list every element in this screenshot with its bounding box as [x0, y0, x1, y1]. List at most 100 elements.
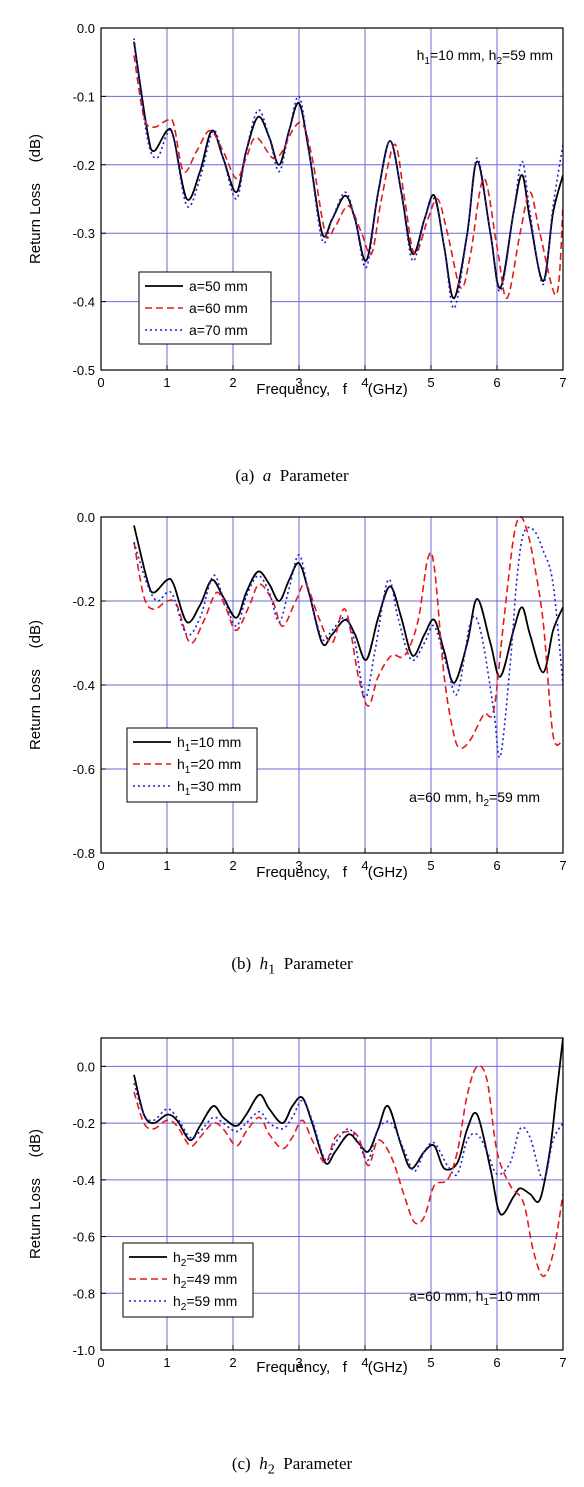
text-part: =59 mm: [186, 1293, 237, 1309]
x-tick-label: 1: [163, 858, 170, 873]
x-axis-label: Frequency, f (GHz): [256, 381, 407, 398]
y-tick-label: -0.6: [73, 1230, 95, 1245]
subscript: 1: [185, 787, 191, 798]
x-tick-label: 5: [427, 858, 434, 873]
text-part: a=60 mm: [189, 300, 248, 316]
subscript: 2: [483, 798, 489, 809]
x-tick-label: 0: [97, 1355, 104, 1370]
series-line-2: [133, 38, 563, 310]
y-tick-label: -0.8: [73, 846, 95, 861]
y-axis-label: Return Loss (dB): [27, 620, 44, 750]
legend-label: h1=30 mm: [177, 778, 241, 798]
x-tick-label: 1: [163, 375, 170, 390]
subscript: 1: [185, 743, 191, 754]
legend-box: [126, 727, 258, 803]
text-part: =30 mm: [190, 778, 241, 794]
x-axis-label: Frequency, f (GHz): [256, 1359, 407, 1376]
caption-prefix: (a): [235, 466, 255, 485]
plot-frame: [100, 1037, 564, 1351]
legend-box: [122, 1242, 254, 1318]
subscript: 2: [181, 1302, 187, 1313]
text-part: a=60 mm, h: [409, 789, 483, 805]
text-part: =10 mm: [489, 1288, 540, 1304]
parameter-annotation: a=60 mm, h1=10 mm: [409, 1288, 540, 1308]
caption-variable: a: [262, 466, 272, 485]
legend-label: h1=10 mm: [177, 734, 241, 754]
x-tick-label: 7: [559, 858, 566, 873]
y-tick-label: 0.0: [77, 510, 95, 525]
series-line-0: [133, 525, 563, 684]
caption-suffix: Parameter: [279, 466, 349, 485]
subscript: 2: [181, 1258, 187, 1269]
subscript: 1: [483, 1297, 489, 1308]
x-tick-label: 6: [493, 1355, 500, 1370]
parameter-annotation: h1=10 mm, h2=59 mm: [417, 47, 553, 67]
text-part: a=60 mm, h: [409, 1288, 483, 1304]
x-tick-label: 2: [229, 858, 236, 873]
text-part: =20 mm: [190, 756, 241, 772]
series-line-1: [133, 55, 563, 300]
y-tick-label: -0.3: [73, 226, 95, 241]
chart-h1-parameter: 0 1 2 3 4 5 6 7 -0.8 -0.6 -0.4 -0.2 0.0 Frequency, f …: [27, 510, 567, 881]
caption-prefix: (c): [231, 1454, 251, 1473]
y-tick-label: -0.2: [73, 594, 95, 609]
subscript: 2: [496, 56, 502, 67]
y-tick-label: 0.0: [77, 21, 95, 36]
text-part: h: [177, 778, 185, 794]
x-tick-label: 3: [295, 858, 302, 873]
caption-a-parameter: (a) a Parameter: [0, 466, 584, 486]
text-part: h: [417, 47, 425, 63]
y-tick-label: -0.4: [73, 295, 95, 310]
x-tick-label: 7: [559, 375, 566, 390]
x-tick-label: 7: [559, 1355, 566, 1370]
x-tick-label: 0: [97, 375, 104, 390]
x-tick-label: 4: [361, 375, 368, 390]
text-part: h: [173, 1293, 181, 1309]
text-part: h: [177, 734, 185, 750]
legend-label: a=70 mm: [189, 322, 248, 338]
y-tick-label: -0.5: [73, 363, 95, 378]
text-part: =10 mm: [190, 734, 241, 750]
y-tick-label: -0.4: [73, 1173, 95, 1188]
text-part: =49 mm: [186, 1271, 237, 1287]
caption-h1-parameter: (b) h1 Parameter: [0, 954, 584, 978]
legend-label: a=60 mm: [189, 300, 248, 316]
caption-variable: h: [259, 954, 269, 973]
caption-subscript: 2: [267, 1461, 275, 1478]
subscript: 1: [424, 56, 430, 67]
x-tick-label: 4: [361, 858, 368, 873]
y-tick-label: -0.1: [73, 89, 95, 104]
series-line-1: [133, 516, 563, 749]
y-tick-label: 0.0: [77, 1059, 95, 1074]
x-tick-label: 4: [361, 1355, 368, 1370]
y-tick-label: -0.4: [73, 678, 95, 693]
legend-label: a=50 mm: [189, 278, 248, 294]
x-tick-label: 6: [493, 375, 500, 390]
text-part: a=50 mm: [189, 278, 248, 294]
series-line-2: [133, 526, 563, 759]
y-axis-label: Return Loss (dB): [27, 1129, 44, 1259]
text-part: h: [173, 1271, 181, 1287]
text-part: h: [177, 756, 185, 772]
y-tick-label: -0.8: [73, 1286, 95, 1301]
parameter-annotation: a=60 mm, h2=59 mm: [409, 789, 540, 809]
series-line-0: [133, 1037, 563, 1216]
caption-suffix: Parameter: [283, 1454, 353, 1473]
chart-h2-parameter: 0 1 2 3 4 5 6 7 -1.0 -0.8 -0.6 -0.4 -0.2 0.0 Frequency…: [27, 1037, 567, 1376]
chart-a-parameter: 0 1 2 3 4 5 6 7 -0.5 -0.4 -0.3 -0.2 -0.1 0.0 Frequency…: [27, 21, 567, 398]
x-tick-label: 2: [229, 1355, 236, 1370]
caption-h2-parameter: (c) h2 Parameter: [0, 1454, 584, 1478]
legend-label: h1=20 mm: [177, 756, 241, 776]
text-part: =39 mm: [186, 1249, 237, 1265]
legend-label: h2=39 mm: [173, 1249, 237, 1269]
text-part: h: [173, 1249, 181, 1265]
subscript: 1: [185, 765, 191, 776]
y-tick-label: -0.2: [73, 158, 95, 173]
series-line-1: [133, 1064, 563, 1278]
caption-prefix: (b): [231, 954, 252, 973]
text-part: =59 mm: [502, 47, 553, 63]
legend-label: h2=59 mm: [173, 1293, 237, 1313]
x-tick-label: 5: [427, 375, 434, 390]
x-tick-label: 0: [97, 858, 104, 873]
caption-subscript: 1: [268, 961, 276, 978]
